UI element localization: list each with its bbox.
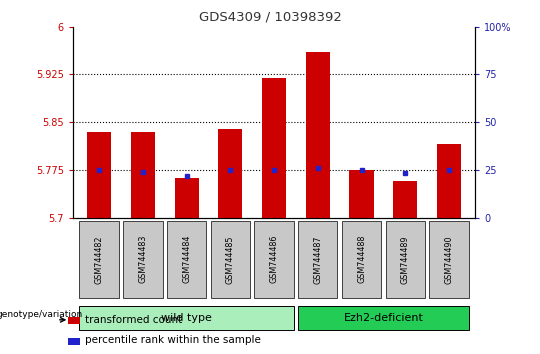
Text: GSM744486: GSM744486 (269, 235, 279, 284)
FancyBboxPatch shape (79, 221, 119, 298)
Bar (393, 181, 417, 218)
Text: wild type: wild type (161, 313, 212, 323)
FancyBboxPatch shape (342, 221, 381, 298)
FancyBboxPatch shape (298, 221, 338, 298)
Text: GSM744487: GSM744487 (313, 235, 322, 284)
Text: transformed count: transformed count (85, 315, 182, 325)
Bar (87, 132, 111, 218)
FancyBboxPatch shape (167, 221, 206, 298)
FancyBboxPatch shape (386, 221, 425, 298)
Bar (131, 132, 155, 218)
Bar (174, 178, 199, 218)
FancyBboxPatch shape (298, 306, 469, 330)
Bar (349, 170, 374, 218)
Text: GSM744482: GSM744482 (94, 235, 104, 284)
Text: GSM744490: GSM744490 (444, 235, 454, 284)
Text: Ezh2-deficient: Ezh2-deficient (343, 313, 423, 323)
Text: percentile rank within the sample: percentile rank within the sample (85, 335, 261, 346)
FancyBboxPatch shape (211, 221, 250, 298)
Bar (68, 338, 80, 345)
FancyBboxPatch shape (123, 221, 163, 298)
Text: GDS4309 / 10398392: GDS4309 / 10398392 (199, 11, 341, 24)
Text: GSM744485: GSM744485 (226, 235, 235, 284)
Text: GSM744483: GSM744483 (138, 235, 147, 284)
Text: GSM744484: GSM744484 (182, 235, 191, 284)
FancyBboxPatch shape (254, 221, 294, 298)
FancyBboxPatch shape (429, 221, 469, 298)
Bar (68, 317, 80, 324)
Text: genotype/variation: genotype/variation (0, 310, 83, 319)
Bar (437, 144, 461, 218)
FancyBboxPatch shape (79, 306, 294, 330)
Text: GSM744488: GSM744488 (357, 235, 366, 284)
Bar (262, 78, 286, 218)
Bar (306, 52, 330, 218)
Bar (218, 129, 242, 218)
Text: GSM744489: GSM744489 (401, 235, 410, 284)
